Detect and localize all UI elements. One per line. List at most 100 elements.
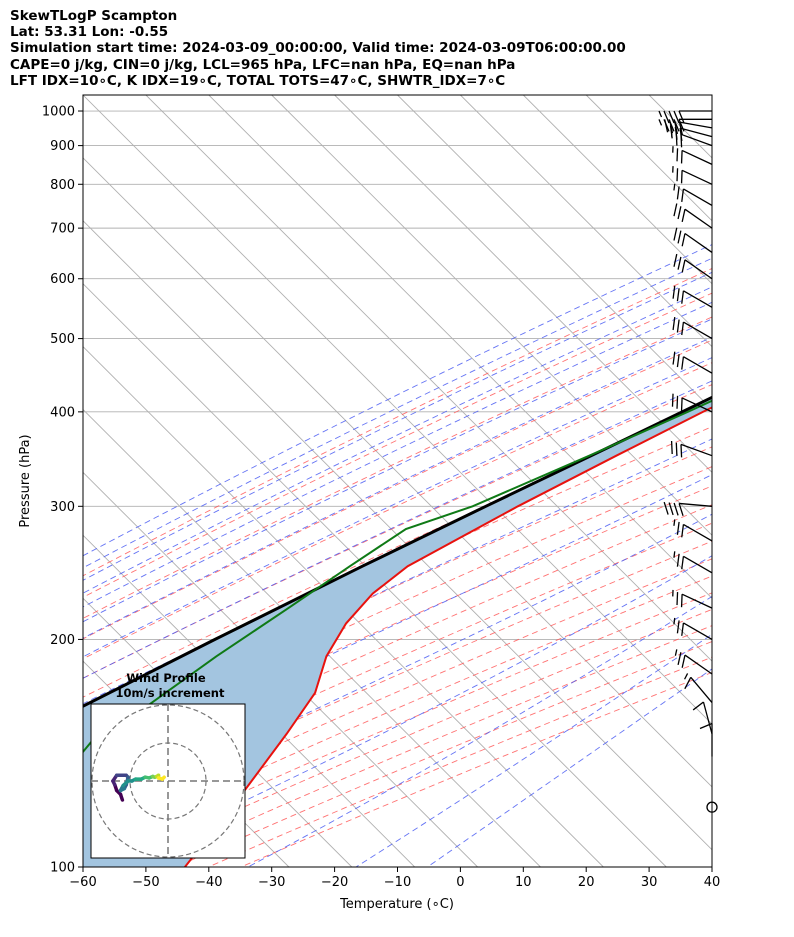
dry-adiabat: [83, 384, 712, 679]
barb-flag: [672, 285, 676, 299]
barb-half-flag: [673, 617, 676, 625]
wind-barb: [673, 183, 713, 207]
barb-staff: [679, 127, 713, 138]
barb-flag: [677, 652, 682, 666]
barb-half-flag: [673, 519, 676, 526]
wind-barb: [658, 110, 712, 124]
dry-adiabat: [208, 656, 712, 867]
barb-flag: [678, 110, 685, 124]
dry-adiabat: [83, 522, 712, 803]
dry-adiabat: [83, 446, 712, 735]
barb-flag: [680, 170, 683, 184]
barb-flag: [699, 722, 713, 730]
hodograph-title-line2: 10m/s increment: [116, 686, 225, 700]
barb-flag: [680, 134, 683, 148]
barb-half-flag: [673, 183, 676, 191]
x-tick-label: −10: [384, 875, 411, 890]
dry-adiabat: [83, 405, 712, 698]
barb-flag: [673, 227, 678, 241]
y-axis-label: Pressure (hPa): [18, 434, 33, 527]
isotherm-line: [83, 471, 478, 867]
barb-flag: [681, 233, 686, 247]
x-axis-label: Temperature (∘C): [339, 897, 454, 912]
barb-flag: [677, 230, 682, 244]
x-tick-label: 20: [578, 875, 595, 890]
barb-flag: [675, 442, 678, 456]
barb-staff: [684, 654, 713, 675]
wind-barb: [670, 440, 713, 458]
barb-flag: [676, 148, 679, 162]
moist-adiabat: [83, 271, 712, 581]
barb-flag: [681, 259, 686, 273]
isotherm-line: [522, 95, 712, 285]
barb-flag: [676, 521, 680, 535]
barb-flag: [673, 203, 678, 217]
barb-staff: [679, 502, 713, 507]
wind-barb: [673, 227, 713, 253]
barb-flag: [670, 440, 673, 455]
isotherm-line: [271, 95, 712, 536]
wind-barb: [672, 285, 713, 308]
x-tick-label: −20: [321, 875, 348, 890]
moist-adiabat: [83, 244, 712, 557]
barb-flag: [676, 620, 680, 634]
dry-adiabat: [83, 485, 712, 770]
location-line: Lat: 53.31 Lon: -0.55: [10, 24, 169, 41]
y-tick-label: 700: [50, 222, 75, 237]
barb-half-flag: [658, 110, 663, 118]
barb-flag: [676, 168, 679, 182]
index-line: LFT IDX=10∘C, K IDX=19∘C, TOTAL TOTS=47∘…: [10, 72, 506, 89]
time-line: Simulation start time: 2024-03-09_00:00:…: [10, 40, 626, 57]
hodograph-segment: [160, 775, 166, 781]
y-tick-label: 500: [50, 332, 75, 347]
y-tick-label: 900: [50, 139, 75, 154]
barb-flag: [664, 119, 669, 133]
chart-header: SkewTLogP Scampton Lat: 53.31 Lon: -0.55…: [10, 8, 626, 89]
barb-flag: [663, 501, 669, 515]
barb-flag: [673, 253, 678, 267]
isotherm-line: [648, 95, 712, 159]
x-tick-label: −60: [69, 875, 96, 890]
wind-barb: [672, 166, 713, 185]
barb-flag: [681, 556, 685, 570]
wind-barb: [673, 617, 713, 640]
barb-staff: [679, 121, 713, 129]
wind-barb: [699, 722, 713, 757]
barb-flag: [676, 553, 680, 567]
barb-flag: [673, 110, 680, 124]
wind-barb: [672, 351, 713, 374]
wind-barb: [672, 589, 713, 609]
barb-flag: [668, 502, 674, 516]
barb-flag: [680, 594, 683, 608]
dry-adiabat: [240, 671, 712, 867]
profile-lines: [83, 395, 712, 867]
barb-flag: [668, 110, 675, 124]
moist-adiabat: [83, 286, 712, 594]
moist-adiabat: [83, 474, 712, 773]
wind-barb: [671, 393, 713, 413]
x-tick-label: −30: [258, 875, 285, 890]
barb-flag: [676, 354, 680, 368]
x-tick-label: 0: [456, 875, 464, 890]
wind-barbs: [658, 110, 718, 813]
barb-staff: [681, 169, 713, 185]
barb-staff: [680, 133, 713, 147]
hodograph-inset: [90, 703, 246, 859]
barb-flag: [677, 206, 682, 220]
barb-flag: [681, 209, 686, 223]
chart-title: SkewTLogP Scampton: [10, 8, 178, 24]
calm-wind-circle: [706, 801, 718, 813]
barb-staff: [683, 523, 713, 542]
barb-staff: [684, 259, 713, 280]
cape-line: CAPE=0 j/kg, CIN=0 j/kg, LCL=965 hPa, LF…: [10, 56, 516, 73]
wind-barb: [673, 253, 713, 280]
barb-flag: [663, 110, 670, 124]
moist-adiabat: [83, 513, 712, 820]
isotherm-line: [83, 157, 712, 788]
barb-flag: [673, 502, 679, 516]
barb-flag: [681, 654, 686, 668]
x-tick-label: −50: [132, 875, 159, 890]
barb-half-flag: [674, 649, 678, 656]
barb-flag: [681, 322, 685, 336]
